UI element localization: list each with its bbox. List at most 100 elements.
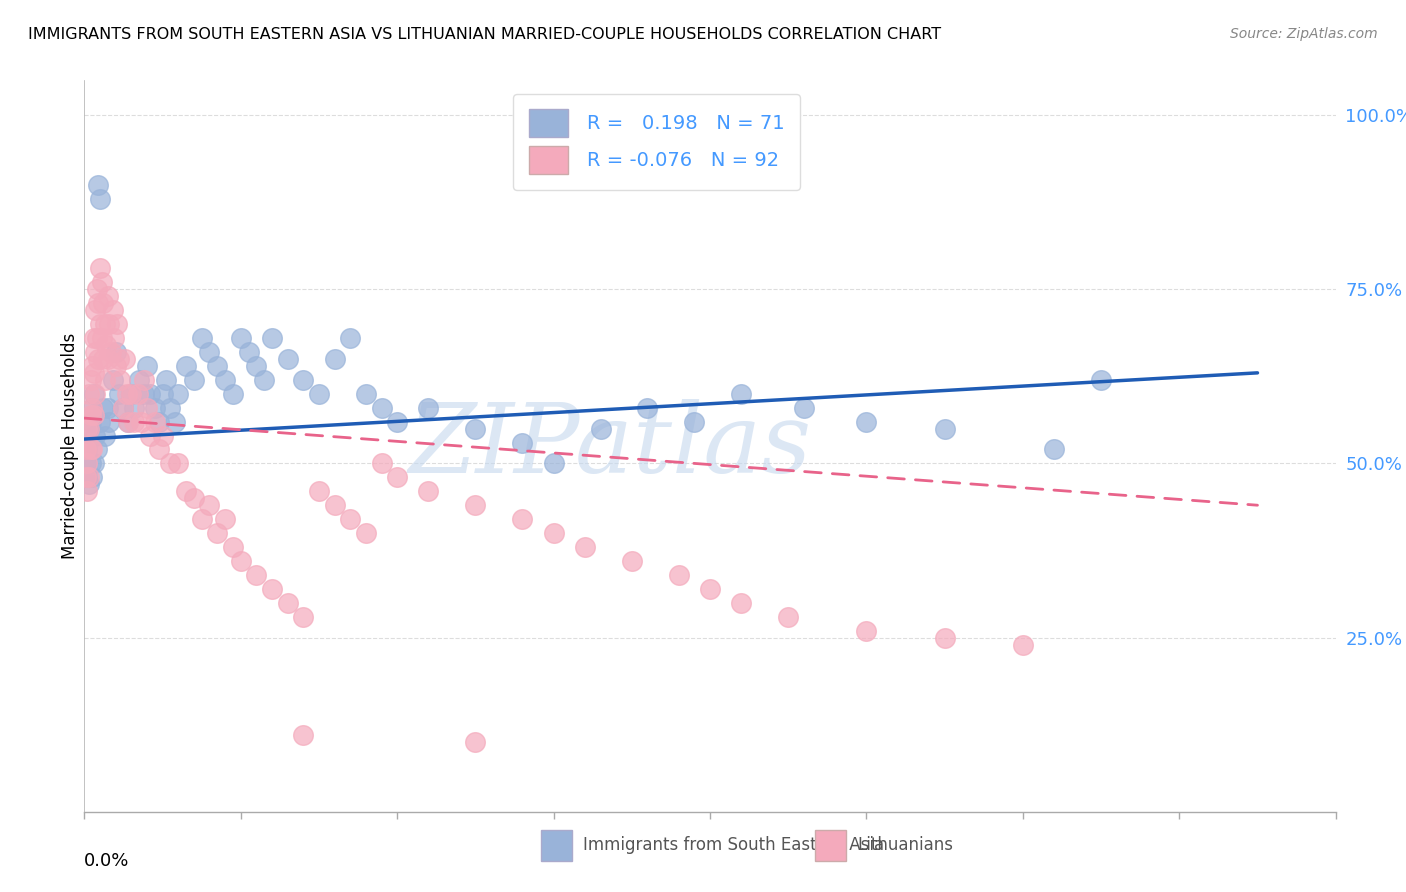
Point xyxy=(292,728,315,742)
Point xyxy=(183,491,205,506)
Point xyxy=(107,386,129,401)
Point xyxy=(229,331,252,345)
Point xyxy=(190,512,212,526)
Point xyxy=(83,457,105,471)
Point xyxy=(418,401,440,415)
Point xyxy=(98,415,121,429)
Point xyxy=(76,442,98,457)
Point xyxy=(110,373,132,387)
Point xyxy=(91,351,114,366)
Point xyxy=(207,526,229,541)
Point xyxy=(89,192,111,206)
Point xyxy=(83,331,105,345)
Point xyxy=(104,359,127,373)
Point xyxy=(75,442,97,457)
Point xyxy=(96,338,118,352)
Point xyxy=(76,421,98,435)
Point xyxy=(190,331,212,345)
Point xyxy=(100,345,122,359)
Point xyxy=(155,373,177,387)
Legend: R =   0.198   N = 71, R = -0.076   N = 92: R = 0.198 N = 71, R = -0.076 N = 92 xyxy=(513,94,800,189)
Point xyxy=(120,386,142,401)
Point xyxy=(83,366,105,380)
Point xyxy=(262,582,284,596)
Point xyxy=(79,415,101,429)
Point xyxy=(934,631,956,645)
Point xyxy=(101,373,124,387)
Point xyxy=(148,442,170,457)
Point xyxy=(105,317,128,331)
Point xyxy=(167,457,190,471)
Point xyxy=(143,415,166,429)
Point xyxy=(620,554,643,568)
Point xyxy=(253,373,276,387)
Point xyxy=(222,540,245,554)
Point xyxy=(82,470,104,484)
Point xyxy=(98,317,121,331)
Point xyxy=(79,457,101,471)
Point xyxy=(77,477,100,491)
Point xyxy=(77,470,100,484)
Point xyxy=(83,386,105,401)
Point xyxy=(129,415,152,429)
Point xyxy=(87,296,110,310)
Point xyxy=(86,331,108,345)
Point xyxy=(574,540,596,554)
Point xyxy=(77,421,100,435)
Y-axis label: Married-couple Households: Married-couple Households xyxy=(62,333,80,559)
Point xyxy=(385,470,409,484)
Text: Source: ZipAtlas.com: Source: ZipAtlas.com xyxy=(1230,27,1378,41)
Point xyxy=(107,351,129,366)
Point xyxy=(117,415,139,429)
Point xyxy=(165,415,187,429)
Point xyxy=(79,408,101,422)
Point xyxy=(183,373,205,387)
Point xyxy=(93,428,115,442)
Point xyxy=(152,428,174,442)
Text: ZIPatlas: ZIPatlas xyxy=(408,399,811,493)
Point xyxy=(418,484,440,499)
Point xyxy=(127,386,149,401)
Text: 0.0%: 0.0% xyxy=(84,852,129,870)
Point xyxy=(934,421,956,435)
Point xyxy=(308,386,330,401)
Point xyxy=(1090,373,1112,387)
Point xyxy=(543,526,565,541)
Point xyxy=(112,401,135,415)
Point xyxy=(148,415,170,429)
Point xyxy=(83,408,105,422)
Point xyxy=(104,345,127,359)
Point xyxy=(124,401,146,415)
Point xyxy=(167,386,190,401)
Point xyxy=(87,351,110,366)
Point xyxy=(339,512,361,526)
Point xyxy=(82,442,104,457)
Point xyxy=(79,442,101,457)
Point xyxy=(79,373,101,387)
Point xyxy=(76,484,98,499)
Point xyxy=(139,428,162,442)
Point xyxy=(93,317,115,331)
Point xyxy=(464,498,486,512)
Point xyxy=(84,303,107,318)
Point xyxy=(112,401,135,415)
Point xyxy=(1043,442,1066,457)
Point xyxy=(464,735,486,749)
Point xyxy=(277,351,299,366)
Point xyxy=(855,624,877,638)
Point xyxy=(198,498,221,512)
Point xyxy=(93,373,115,387)
Point xyxy=(238,345,260,359)
Point xyxy=(115,386,138,401)
Point xyxy=(730,386,752,401)
Point xyxy=(86,442,108,457)
Point xyxy=(292,609,315,624)
Point xyxy=(385,415,409,429)
Point xyxy=(262,331,284,345)
Point xyxy=(222,386,245,401)
Point xyxy=(75,457,97,471)
Point xyxy=(132,386,155,401)
Point xyxy=(103,331,125,345)
Point xyxy=(143,401,166,415)
Point xyxy=(174,359,197,373)
